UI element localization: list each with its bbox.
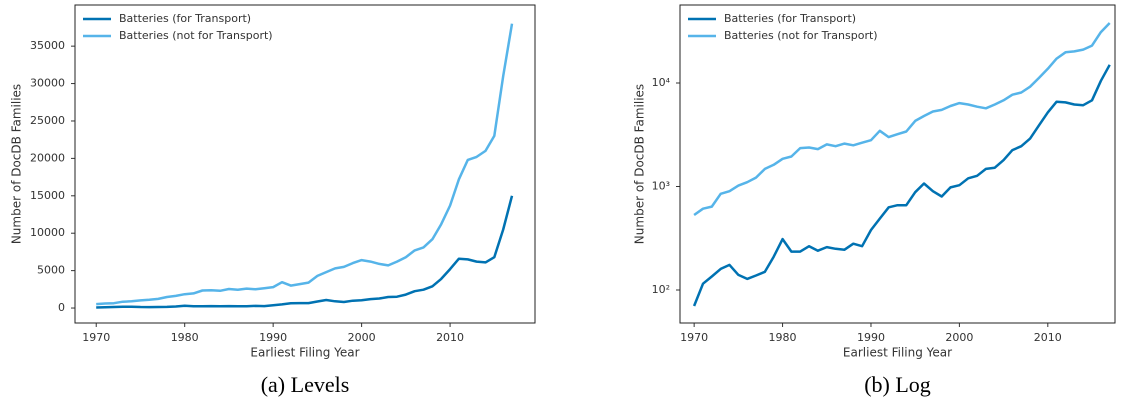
y-tick-label: 10² xyxy=(652,283,670,296)
y-tick-label: 10³ xyxy=(652,180,670,193)
y-tick-label: 10000 xyxy=(30,226,65,239)
legend-label: Batteries (for Transport) xyxy=(724,12,856,25)
x-tick-label: 1990 xyxy=(857,331,885,344)
x-tick-label: 2000 xyxy=(945,331,973,344)
x-tick-label: 2010 xyxy=(1034,331,1062,344)
legend-label: Batteries (for Transport) xyxy=(119,12,251,25)
y-axis-label: Number of DocDB Families xyxy=(633,84,647,244)
y-tick-label: 30000 xyxy=(30,77,65,90)
y-tick-label: 20000 xyxy=(30,151,65,164)
series-line xyxy=(96,23,514,306)
series-line xyxy=(96,195,514,309)
plot-frame xyxy=(679,4,1116,324)
x-tick-label: 1980 xyxy=(171,331,199,344)
x-tick-label: 2000 xyxy=(348,331,376,344)
x-axis-label: Earliest Filing Year xyxy=(250,346,359,360)
y-tick-label: 5000 xyxy=(37,264,65,277)
y-tick-label: 10⁴ xyxy=(652,76,671,89)
x-axis-label: Earliest Filing Year xyxy=(843,346,952,360)
legend-label: Batteries (not for Transport) xyxy=(119,29,273,42)
y-tick-label: 15000 xyxy=(30,189,65,202)
y-tick-label: 25000 xyxy=(30,114,65,127)
caption: (a) Levels xyxy=(261,372,350,397)
x-tick-label: 1980 xyxy=(769,331,797,344)
caption: (b) Log xyxy=(864,372,931,397)
legend-label: Batteries (not for Transport) xyxy=(724,29,878,42)
x-tick-label: 2010 xyxy=(436,331,464,344)
x-tick-label: 1970 xyxy=(82,331,110,344)
plot-frame xyxy=(74,4,536,324)
y-tick-label: 0 xyxy=(58,301,65,314)
y-axis-label: Number of DocDB Families xyxy=(10,84,24,244)
y-tick-label: 35000 xyxy=(30,39,65,52)
x-tick-label: 1970 xyxy=(680,331,708,344)
series-line xyxy=(693,22,1111,217)
series-line xyxy=(692,64,1111,307)
x-tick-label: 1990 xyxy=(259,331,287,344)
